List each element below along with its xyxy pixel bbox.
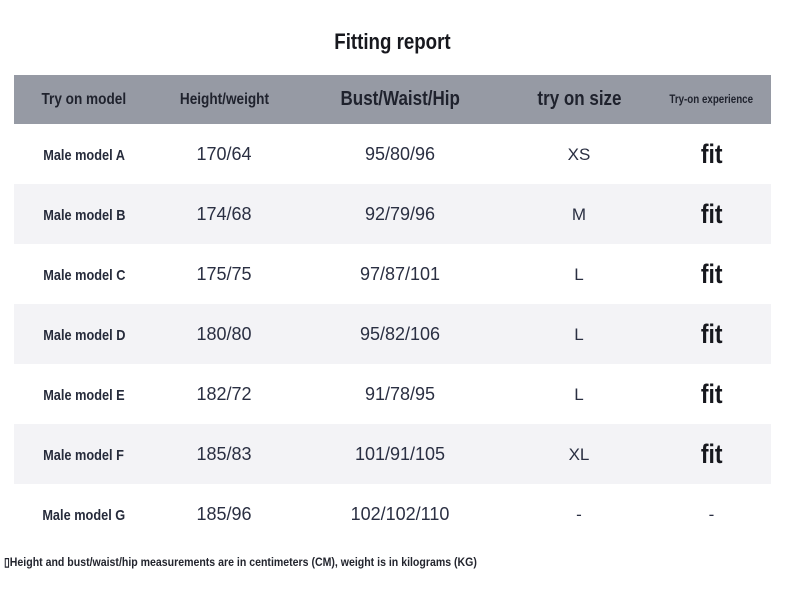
- bust-waist-hip-cell: 97/87/101: [359, 263, 441, 284]
- height-weight-cell: 185/96: [196, 503, 252, 524]
- page-title: Fitting report: [14, 29, 771, 54]
- model-cell: Male model E: [43, 386, 125, 404]
- experience-cell: fit: [700, 198, 723, 229]
- fitting-report-page: Fitting report Try on model Height/weigh…: [4, 29, 790, 569]
- bust-waist-hip-cell: 92/79/96: [364, 203, 436, 224]
- size-cell: L: [574, 324, 584, 344]
- footnote: ▯Height and bust/waist/hip measurements …: [4, 555, 790, 569]
- height-weight-cell: 182/72: [196, 383, 252, 404]
- experience-cell: -: [708, 504, 715, 524]
- column-header-try-on-model: Try on model: [41, 90, 127, 108]
- table-row: Male model A 170/64 95/80/96 XS fit: [14, 124, 771, 185]
- height-weight-cell: 180/80: [196, 323, 252, 344]
- size-cell: -: [576, 504, 582, 524]
- size-cell: L: [574, 264, 584, 284]
- experience-cell: fit: [700, 318, 723, 349]
- table-body: Male model A 170/64 95/80/96 XS fit Male mode…: [14, 124, 771, 545]
- table-header-row: Try on model Height/weight Bust/Waist/Hi…: [14, 75, 771, 125]
- model-cell: Male model A: [43, 146, 125, 164]
- experience-cell: fit: [700, 438, 723, 469]
- bust-waist-hip-cell: 101/91/105: [354, 443, 446, 464]
- column-header-bust-waist-hip: Bust/Waist/Hip: [340, 88, 460, 111]
- experience-cell: fit: [700, 258, 723, 289]
- height-weight-cell: 170/64: [196, 143, 252, 164]
- table-header: Try on model Height/weight Bust/Waist/Hi…: [14, 75, 771, 125]
- size-cell: XS: [567, 144, 591, 164]
- height-weight-cell: 175/75: [196, 263, 252, 284]
- model-cell: Male model G: [42, 506, 126, 524]
- fitting-table: Try on model Height/weight Bust/Waist/Hi…: [14, 75, 771, 545]
- bust-waist-hip-cell: 91/78/95: [364, 383, 436, 404]
- table-row: Male model G 185/96 102/102/110 - -: [14, 484, 771, 545]
- experience-cell: fit: [700, 138, 723, 169]
- size-cell: XL: [568, 444, 590, 464]
- model-cell: Male model D: [42, 326, 126, 344]
- page-title-text: Fitting report: [334, 29, 451, 54]
- column-header-try-on-experience: Try-on experience: [669, 93, 754, 106]
- experience-cell: fit: [700, 378, 723, 409]
- column-header-try-on-size: try on size: [536, 88, 622, 111]
- bust-waist-hip-cell: 102/102/110: [350, 503, 450, 524]
- size-cell: M: [571, 204, 587, 224]
- model-cell: Male model C: [42, 266, 126, 284]
- model-cell: Male model F: [43, 446, 125, 464]
- bust-waist-hip-cell: 95/80/96: [364, 143, 436, 164]
- height-weight-cell: 185/83: [196, 443, 252, 464]
- bust-waist-hip-cell: 95/82/106: [359, 323, 441, 344]
- size-cell: L: [574, 384, 584, 404]
- table-row: Male model F 185/83 101/91/105 XL fit: [14, 424, 771, 485]
- column-header-height-weight: Height/weight: [179, 90, 269, 108]
- height-weight-cell: 174/68: [196, 203, 252, 224]
- model-cell: Male model B: [42, 206, 126, 224]
- footnote-text: ▯Height and bust/waist/hip measurements …: [4, 555, 477, 570]
